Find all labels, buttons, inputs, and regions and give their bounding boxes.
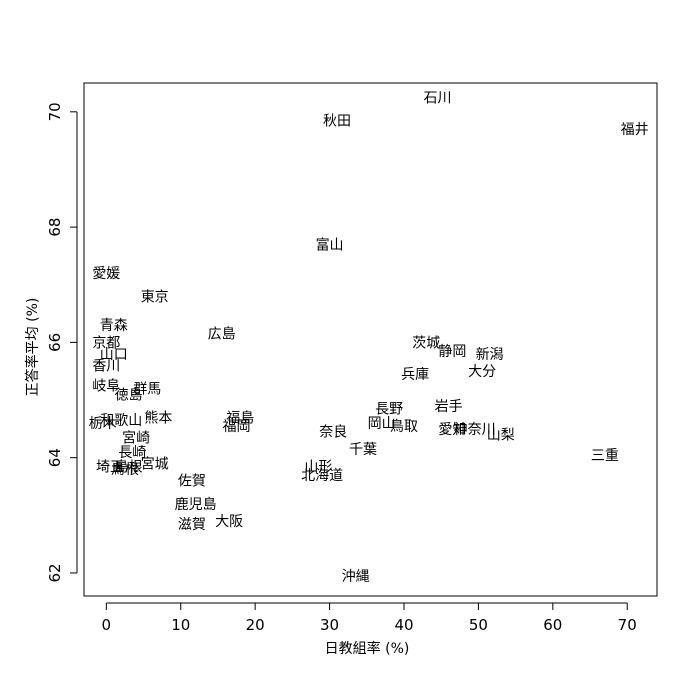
point-label: 徳島: [115, 387, 143, 403]
point-label: 神奈川: [454, 422, 496, 438]
point-label: 広島: [208, 327, 236, 343]
point-label: 宮城: [141, 456, 169, 472]
point-label: 長崎: [118, 445, 146, 461]
point-label: 埼玉: [96, 459, 124, 475]
x-tick-label: 40: [394, 616, 413, 634]
point-label: 千葉: [349, 442, 377, 458]
y-axis: 62 64 66 68 70: [46, 102, 78, 582]
point-label: 沖縄: [342, 569, 370, 585]
point-label: 宮崎: [122, 430, 150, 446]
point-label: 福岡: [223, 419, 251, 435]
x-tick-label: 70: [618, 616, 637, 634]
point-label: 東京: [141, 289, 169, 305]
point-label: 山形: [304, 459, 332, 475]
point-label: 福島: [226, 410, 254, 426]
point-label: 福井: [621, 122, 649, 138]
point-label: 大分: [468, 364, 496, 380]
point-label: 愛知: [438, 421, 466, 438]
point-label: 和歌山: [100, 413, 142, 429]
point-label: 島根: [115, 459, 143, 475]
point-label: 群馬: [133, 381, 161, 397]
point-label: 茨城: [412, 335, 440, 351]
point-label: 鳥取: [390, 419, 418, 435]
y-tick-label: 68: [46, 218, 64, 237]
point-label: 香川: [92, 358, 120, 374]
point-label: 静岡: [438, 344, 466, 360]
point-label: 岩手: [435, 399, 463, 415]
x-axis: 0 10 20 30 40 50 60 70: [102, 602, 637, 634]
x-tick-label: 30: [320, 616, 339, 634]
point-label: 北海道: [301, 468, 343, 484]
y-tick-label: 66: [46, 333, 64, 352]
y-tick-label: 64: [46, 448, 64, 467]
x-tick-label: 10: [171, 616, 190, 634]
x-axis-label: 日教組率 (%): [325, 640, 410, 657]
point-label: 富山: [316, 236, 344, 253]
point-label: 佐賀: [178, 474, 206, 490]
point-label: 山口: [100, 347, 128, 363]
x-tick-label: 50: [469, 616, 488, 634]
point-label: 秋田: [323, 113, 351, 129]
point-label: 岐阜: [92, 378, 120, 395]
point-label: 大阪: [215, 514, 243, 530]
point-label: 石川: [423, 90, 451, 106]
point-label: 長野: [375, 402, 403, 418]
point-label: 栃木: [89, 416, 117, 432]
point-label: 京都: [92, 335, 120, 351]
point-label: 滋賀: [178, 517, 206, 533]
x-tick-label: 0: [102, 616, 112, 634]
point-label: 鳥根: [111, 462, 139, 478]
y-tick-label: 62: [46, 563, 64, 582]
point-label: 岡山: [368, 416, 396, 432]
x-tick-label: 60: [543, 616, 562, 634]
x-tick-label: 20: [246, 616, 265, 634]
point-label: 兵庫: [401, 366, 429, 383]
point-label: 鹿児島: [175, 496, 217, 513]
point-label: 熊本: [144, 410, 172, 426]
point-label: 奈良: [319, 425, 347, 441]
point-label: 三重: [591, 448, 619, 464]
plot-frame: [83, 82, 658, 597]
point-label: 山梨: [487, 428, 515, 444]
point-label: 青森: [100, 318, 128, 334]
y-axis-label: 正答率平均 (%): [24, 298, 41, 397]
point-label: 新潟: [476, 347, 504, 363]
y-tick-label: 70: [46, 102, 64, 121]
point-label: 愛媛: [92, 266, 120, 282]
